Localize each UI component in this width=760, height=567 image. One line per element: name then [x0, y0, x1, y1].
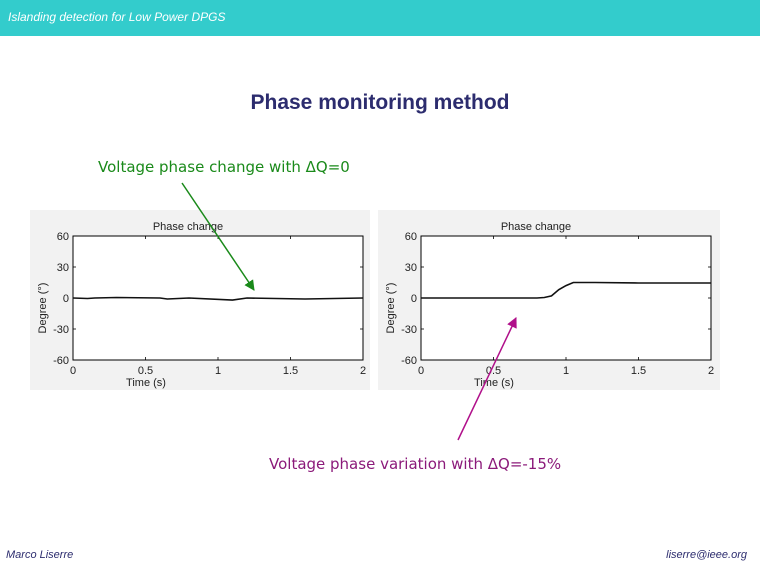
y-tick-label: 0	[411, 293, 417, 305]
x-tick-label: 0	[418, 365, 424, 377]
slide-title: Phase monitoring method	[250, 91, 510, 114]
y-tick-label: 30	[57, 262, 69, 274]
x-tick-label: 0.5	[138, 365, 153, 377]
x-tick-label: 1.5	[631, 365, 646, 377]
x-tick-label: 1.5	[283, 365, 298, 377]
footer-email: liserre@ieee.org	[666, 549, 747, 561]
x-tick-label: 2	[708, 365, 714, 377]
y-tick-label: -30	[53, 324, 69, 336]
series-line	[421, 281, 711, 299]
chart-no-variation: 0 0.5 1 1.5 2 60 30 0 -30 -60 Phase change Time (s)…	[30, 210, 370, 390]
y-tick-label: -60	[53, 355, 69, 367]
x-tick-label: 1	[215, 365, 221, 377]
header-title: Islanding detection for Low Power DPGS	[8, 10, 226, 24]
y-axis-label: Degree (°)	[385, 283, 397, 334]
x-axis-label: Time (s)	[126, 377, 166, 389]
x-tick-label: 1	[563, 365, 569, 377]
series-line	[72, 296, 364, 301]
footer-author: Marco Liserre	[6, 549, 74, 561]
y-tick-label: 30	[405, 262, 417, 274]
header-bar: Islanding detection for Low Power DPGS	[0, 0, 760, 36]
y-tick-label: 60	[405, 231, 417, 243]
x-tick-label: 0	[70, 365, 76, 377]
caption-bottom: Voltage phase variation with ΔQ=-15%	[269, 455, 562, 473]
chart-title: Phase change	[153, 221, 223, 233]
arrow-top	[181, 182, 255, 291]
y-tick-label: 60	[57, 231, 69, 243]
y-tick-label: 0	[63, 293, 69, 305]
chart-title: Phase change	[501, 221, 571, 233]
arrow-bottom	[457, 317, 517, 441]
y-tick-label: -30	[401, 324, 417, 336]
x-tick-label: 2	[360, 365, 366, 377]
y-axis-label: Degree (°)	[37, 283, 49, 334]
y-tick-label: -60	[401, 355, 417, 367]
x-axis-label: Time (s)	[474, 377, 514, 389]
caption-top: Voltage phase change with ΔQ=0	[98, 158, 350, 176]
